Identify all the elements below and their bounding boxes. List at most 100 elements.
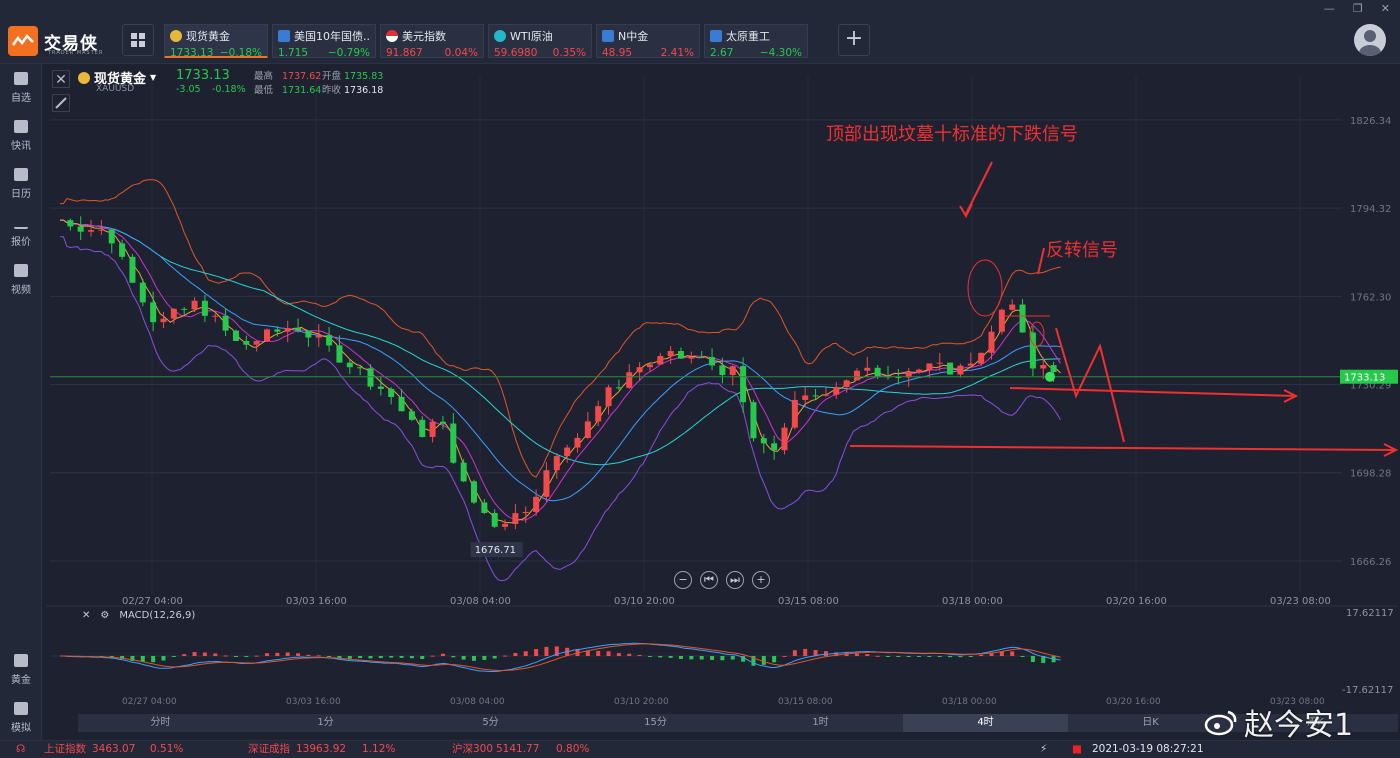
- restore-icon[interactable]: ❐: [1352, 2, 1363, 15]
- macd-histogram-bar: [616, 653, 621, 656]
- minimize-icon[interactable]: —: [1323, 2, 1335, 15]
- period-tab[interactable]: 周K: [1307, 717, 1324, 728]
- candle-body: [936, 362, 943, 364]
- sidebar-item-video[interactable]: 视频: [0, 264, 42, 296]
- zoom-in-icon[interactable]: +: [752, 571, 770, 589]
- candle-body: [274, 329, 281, 332]
- china-flag-icon: ■: [1072, 743, 1082, 755]
- zoom-out-icon[interactable]: −: [674, 571, 692, 589]
- macd-dea-line: [60, 643, 1061, 671]
- draw-tool-button[interactable]: [52, 94, 70, 112]
- weibo-logo-icon: [1204, 710, 1237, 736]
- sidebar-item-watchlist[interactable]: 自选: [0, 72, 42, 104]
- arrow-head: [959, 203, 973, 219]
- close-chart-button[interactable]: ✕: [52, 70, 70, 88]
- macd-histogram-bar: [896, 656, 901, 657]
- candle-body: [1019, 304, 1026, 333]
- tab-n-zhongjin[interactable]: N中金 48.95 2.41%: [596, 24, 700, 59]
- tab-wti[interactable]: WTI原油 59.6980 0.35%: [488, 24, 592, 59]
- sidebar-item-calendar[interactable]: 日历: [0, 168, 42, 200]
- grid-menu-button[interactable]: [122, 24, 154, 56]
- macd-histogram-bar: [958, 656, 963, 658]
- sidebar-item-news[interactable]: 快讯: [0, 120, 42, 152]
- tab-label: 现货黄金: [186, 30, 230, 43]
- arrow-head: [1383, 443, 1398, 457]
- settings-icon[interactable]: ⚙: [100, 610, 110, 621]
- logo-text: 交易侠: [44, 33, 98, 54]
- period-tab[interactable]: 5分: [482, 717, 499, 728]
- candle-body: [181, 308, 188, 310]
- hs300-value: 5141.77: [496, 743, 540, 755]
- x-tick-label: 03/20 16:00: [1106, 596, 1167, 607]
- skip-back-icon[interactable]: ⏮: [700, 571, 718, 589]
- candle-body: [1029, 332, 1036, 369]
- macd-histogram-bar: [710, 656, 715, 660]
- annotation-circle: [967, 259, 1003, 317]
- candle-body: [905, 372, 912, 378]
- sidebar-label: 视频: [11, 285, 31, 296]
- period-tab-active[interactable]: 4时: [903, 714, 1068, 732]
- macd-histogram-bar: [451, 656, 456, 658]
- candle-body: [874, 367, 881, 377]
- macd-histogram-bar: [989, 652, 994, 656]
- period-tab[interactable]: 日K: [1142, 717, 1159, 728]
- macd-histogram-bar: [596, 650, 601, 656]
- sidebar-item-simulate[interactable]: 模拟: [0, 702, 42, 734]
- tab-us10y[interactable]: 美国10年国债... 1.715 −0.79%: [272, 24, 376, 59]
- candle-body: [574, 437, 581, 448]
- add-tab-button[interactable]: +: [838, 24, 870, 56]
- star-doc-icon: [14, 72, 28, 85]
- period-tab[interactable]: 15分: [644, 717, 667, 728]
- tab-gold[interactable]: 现货黄金 1733.13 −0.18%: [164, 24, 268, 59]
- candle-body: [429, 421, 436, 437]
- macd-histogram-bar: [275, 652, 280, 656]
- tab-change: 0.04%: [444, 47, 478, 59]
- sidebar-item-quotes[interactable]: 报价: [0, 216, 42, 248]
- candle-body: [481, 502, 488, 513]
- high-value: 1737.62: [282, 71, 322, 82]
- macd-histogram-bar: [202, 652, 207, 656]
- live-dot: [1045, 371, 1055, 382]
- candle-body: [491, 512, 498, 527]
- candle-body: [326, 335, 333, 346]
- macd-histogram-bar: [285, 652, 290, 656]
- candle-body: [212, 315, 219, 317]
- tab-dxy[interactable]: 美元指数 91.867 0.04%: [380, 24, 484, 59]
- macd-histogram-bar: [720, 656, 725, 661]
- sidebar-item-gold[interactable]: 黄金: [0, 654, 42, 686]
- close-window-icon[interactable]: ✕: [1380, 2, 1390, 15]
- macd-histogram-bar: [233, 656, 238, 657]
- macd-x-tick-label: 03/10 20:00: [614, 697, 669, 707]
- macd-histogram-bar: [741, 656, 746, 662]
- candle-body: [822, 394, 829, 396]
- candle-body: [636, 367, 643, 373]
- macd-histogram-bar: [730, 656, 735, 660]
- macd-histogram-bar: [1041, 656, 1046, 664]
- period-tab[interactable]: 1分: [317, 717, 334, 728]
- period-tab[interactable]: 1时: [812, 717, 829, 728]
- candle-body: [833, 386, 840, 395]
- candlestick-chart[interactable]: 1826.34 1794.32 1762.30 1730.29 1698.28 1666.…: [46, 66, 1398, 716]
- macd-histogram-bar: [327, 656, 332, 657]
- skip-forward-icon[interactable]: ⏭: [726, 571, 744, 589]
- headset-icon[interactable]: ☊: [16, 743, 26, 755]
- avatar[interactable]: [1354, 24, 1386, 56]
- macd-histogram-bar: [823, 651, 828, 656]
- symbol-selector[interactable]: 现货黄金 ▼: [78, 68, 156, 87]
- candle-body: [895, 376, 902, 378]
- bollinger-upper-line: [60, 179, 1061, 478]
- y-tick-label: 1762.30: [1350, 292, 1391, 303]
- close-macd-icon[interactable]: ✕: [82, 610, 91, 621]
- macd-histogram-bar: [772, 656, 777, 663]
- period-tab[interactable]: 分时: [150, 717, 171, 728]
- macd-histogram-bar: [886, 656, 890, 657]
- macd-histogram-bar: [358, 656, 363, 659]
- macd-histogram-bar: [368, 656, 373, 659]
- app-logo: 交易侠: [8, 24, 98, 58]
- macd-histogram-bar: [389, 656, 394, 658]
- tab-taiyuan[interactable]: 太原重工 2.67 −4.30%: [704, 24, 808, 59]
- candle-body: [698, 357, 705, 359]
- macd-histogram-bar: [782, 655, 787, 657]
- candle-body: [419, 419, 426, 437]
